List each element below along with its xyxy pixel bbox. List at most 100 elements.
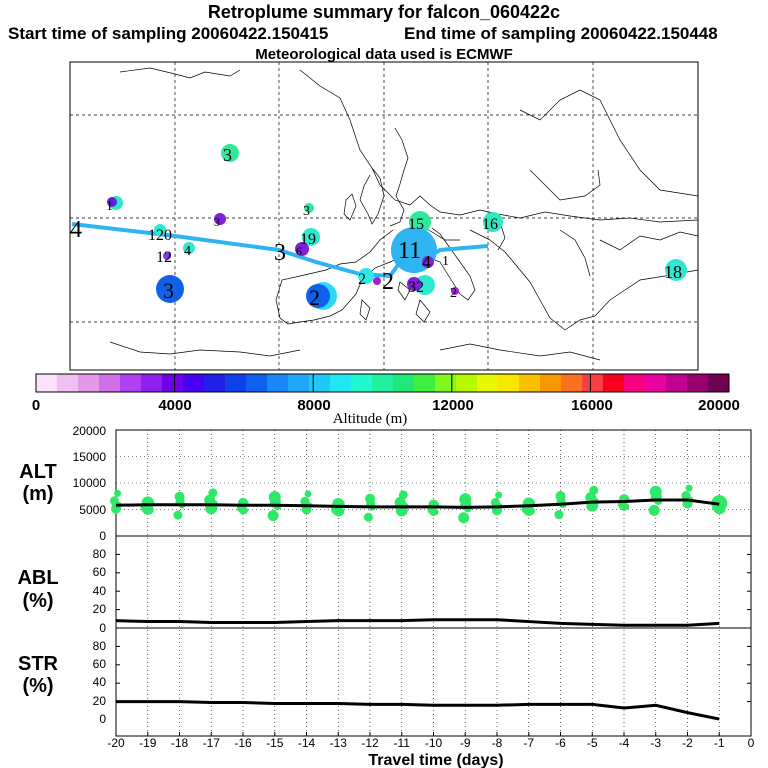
x-tick-label: -16 <box>234 736 252 750</box>
colorbar-swatch <box>687 374 709 392</box>
map-label: 19 <box>300 231 316 248</box>
map-label: 1 <box>106 199 113 214</box>
cluster-marker <box>407 277 421 291</box>
alt-particle-dot <box>554 510 564 520</box>
map-label: 4 <box>184 244 191 259</box>
x-tick-label: -6 <box>555 736 566 750</box>
cluster-marker <box>154 224 166 236</box>
alt-particle-dot <box>363 512 373 522</box>
map-label: 11 <box>398 238 421 264</box>
alt-unit: (m) <box>22 483 53 505</box>
colorbar-swatch <box>225 374 247 392</box>
met-data-note: Meteorological data used is ECMWF <box>255 46 513 63</box>
colorbar-swatch <box>582 374 604 392</box>
x-tick-label: -14 <box>298 736 316 750</box>
map-label: 2 <box>382 269 394 295</box>
x-tick-label: -5 <box>587 736 598 750</box>
map-label: 4 <box>422 252 431 272</box>
map-label: 3 <box>274 240 286 266</box>
str-ytick: 40 <box>93 675 107 689</box>
x-tick-label: -10 <box>425 736 443 750</box>
map-label: 12 <box>156 249 172 266</box>
panel-gridlines <box>115 430 752 736</box>
alt-particle-dot <box>173 510 183 520</box>
colorbar-swatch <box>78 374 100 392</box>
map-label: 15 <box>408 216 424 233</box>
x-tick-label: -7 <box>523 736 534 750</box>
alt-ytick: 15000 <box>73 450 107 464</box>
colorbar-swatch <box>99 374 121 392</box>
alt-ytick: 0 <box>99 529 106 543</box>
x-tick-label: -18 <box>171 736 189 750</box>
colorbar-swatch <box>708 374 730 392</box>
colorbar-swatch <box>603 374 625 392</box>
x-tick-label: 0 <box>748 736 755 750</box>
colorbar-swatch <box>288 374 310 392</box>
colorbar-ticks: 0 4000 8000 12000 16000 20000 <box>32 397 740 414</box>
x-tick-label: -11 <box>394 736 411 750</box>
colorbar-swatch <box>267 374 289 392</box>
str-ytick: 60 <box>93 657 107 671</box>
colorbar-swatch <box>666 374 688 392</box>
map-label: 6 <box>296 244 302 258</box>
cluster-marker <box>221 144 239 162</box>
str-series-line <box>116 700 720 721</box>
map-label: 120 <box>148 227 172 244</box>
abl-ytick: 0 <box>99 621 106 635</box>
colorbar-tick: 4000 <box>158 397 191 414</box>
x-tick-label: -2 <box>682 736 693 750</box>
map-label: 32 <box>408 279 424 296</box>
cluster-marker <box>422 256 434 268</box>
alt-particle-dot <box>304 490 312 498</box>
panel-labels: ALT (m) ABL (%) STR (%) <box>17 461 58 697</box>
x-tick-label: -3 <box>650 736 661 750</box>
cluster-marker <box>163 252 171 260</box>
alt-particle-dot <box>648 504 660 516</box>
abl-ytick: 80 <box>93 547 107 561</box>
coastlines <box>109 67 699 361</box>
x-tick-label: -20 <box>107 736 125 750</box>
colorbar-swatch <box>330 374 352 392</box>
colorbar-swatch <box>246 374 268 392</box>
colorbar-swatch <box>141 374 163 392</box>
cluster-marker <box>304 203 314 213</box>
abl-ytick: 20 <box>93 602 107 616</box>
colorbar-swatch <box>645 374 667 392</box>
colorbar-tick: 12000 <box>432 397 474 414</box>
map-label: 2 <box>450 286 457 301</box>
abl-label: ABL <box>17 567 58 589</box>
x-tick-label: -8 <box>492 736 503 750</box>
alt-particle-dot <box>114 489 122 497</box>
cluster-marker <box>358 268 374 284</box>
colorbar-frame <box>35 373 730 393</box>
map-label: 2 <box>358 271 366 288</box>
colorbar-swatch <box>561 374 583 392</box>
cluster-marker <box>415 275 435 295</box>
alt-particle-dot <box>495 491 503 499</box>
alt-particle-dot <box>267 510 279 522</box>
map-label: 16 <box>482 216 498 233</box>
abl-ytick: 40 <box>93 584 107 598</box>
alt-series-line <box>115 498 720 509</box>
colorbar-swatch <box>519 374 541 392</box>
map-label: 2 <box>309 285 320 310</box>
colorbar-swatch <box>36 374 58 392</box>
colorbar-swatch <box>477 374 499 392</box>
colorbar-tick: 8000 <box>297 397 330 414</box>
map-label: 4 <box>70 217 82 243</box>
colorbar-swatch <box>57 374 79 392</box>
colorbar-tick: 20000 <box>698 397 740 414</box>
end-time: End time of sampling 20060422.150448 <box>404 24 718 43</box>
map-label: 3 <box>163 278 174 303</box>
alt-ytick: 10000 <box>73 476 107 490</box>
series-lines <box>115 498 720 721</box>
colorbar-swatch <box>120 374 142 392</box>
colorbar-swatch <box>351 374 373 392</box>
colorbar-swatch <box>204 374 226 392</box>
abl-series-line <box>115 618 720 627</box>
cluster-marker <box>214 213 226 225</box>
x-tick-label: -4 <box>619 736 630 750</box>
abl-unit: (%) <box>22 590 53 612</box>
map-label: 3 <box>303 204 310 219</box>
